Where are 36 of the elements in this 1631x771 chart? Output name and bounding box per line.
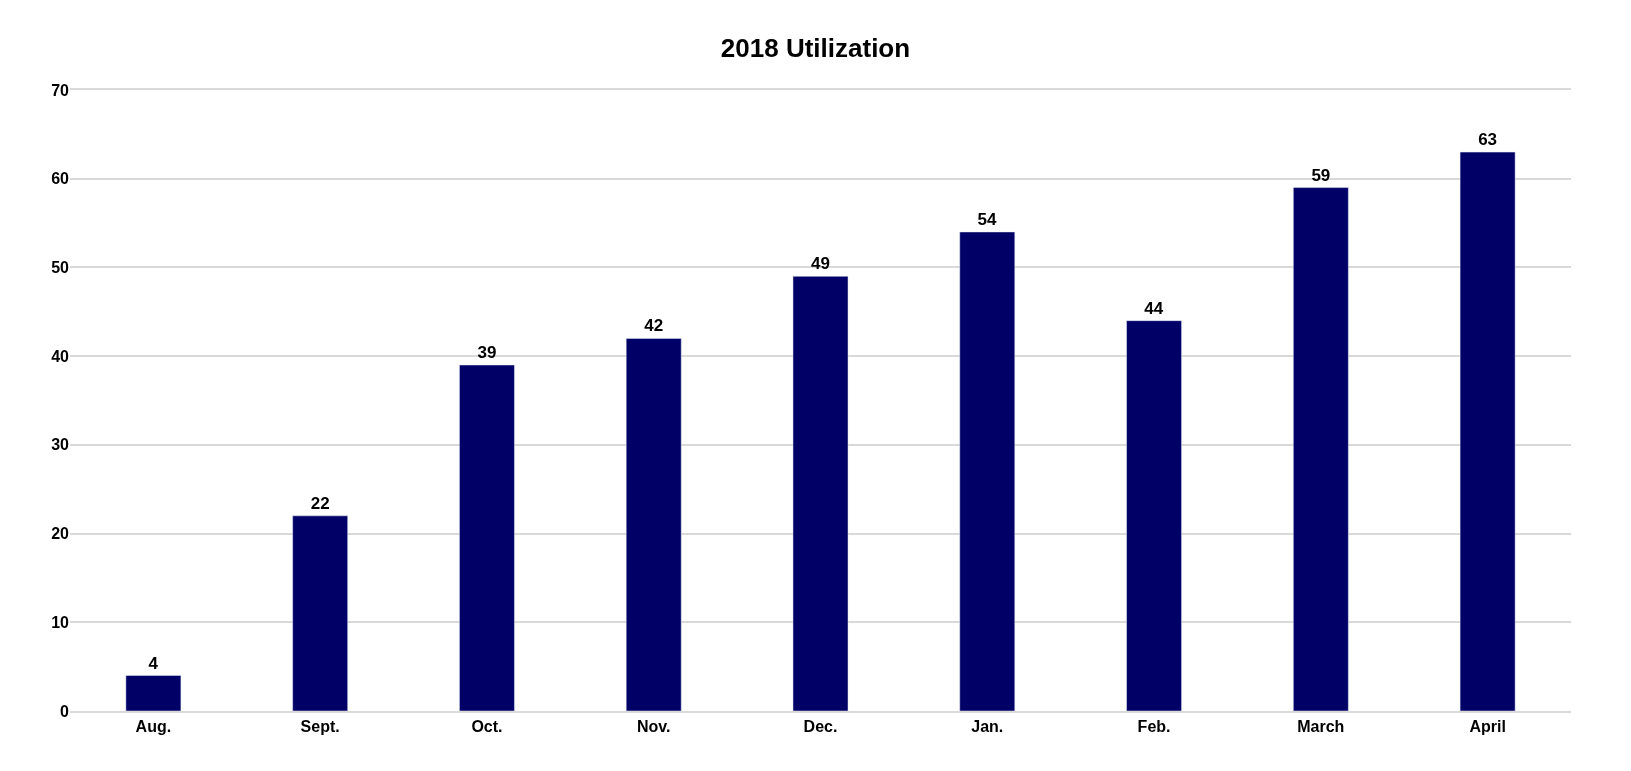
x-tick-label: Jan. [971,717,1004,735]
data-label: 22 [310,493,330,513]
x-tick-label: Sept. [300,717,340,735]
bar [1459,151,1516,711]
x-tick-label: March [1297,717,1345,735]
bar [1126,320,1182,711]
bar [959,231,1016,711]
y-tick-label: 70 [51,81,70,99]
data-label: 39 [477,343,497,363]
x-tick-label: Feb. [1137,717,1171,735]
bar [459,364,515,711]
x-tick-label: Dec. [803,717,838,735]
x-tick-label: April [1469,717,1506,735]
bar [125,675,182,711]
data-label: 54 [977,209,998,229]
y-tick-label: 20 [51,525,70,543]
data-label: 49 [811,254,830,274]
bar [292,515,348,711]
y-tick-label: 40 [51,347,70,365]
y-tick-label: 0 [60,702,70,720]
y-tick-label: 50 [51,259,70,277]
data-label: 4 [148,653,159,673]
y-tick-label: 30 [51,436,70,454]
y-tick-label: 60 [51,170,70,188]
x-tick-label: Oct. [471,717,503,735]
chart-title: 2018 Utilization [720,32,911,63]
data-label: 63 [1478,130,1498,150]
x-tick-label: Nov. [636,717,671,735]
y-tick-label: 10 [51,613,70,631]
data-label: 44 [1144,298,1164,318]
bar [625,338,682,711]
data-label: 59 [1311,165,1331,185]
data-label: 42 [644,316,664,336]
x-tick-label: Aug. [135,717,172,735]
bar [792,276,849,711]
bar [1293,187,1349,711]
